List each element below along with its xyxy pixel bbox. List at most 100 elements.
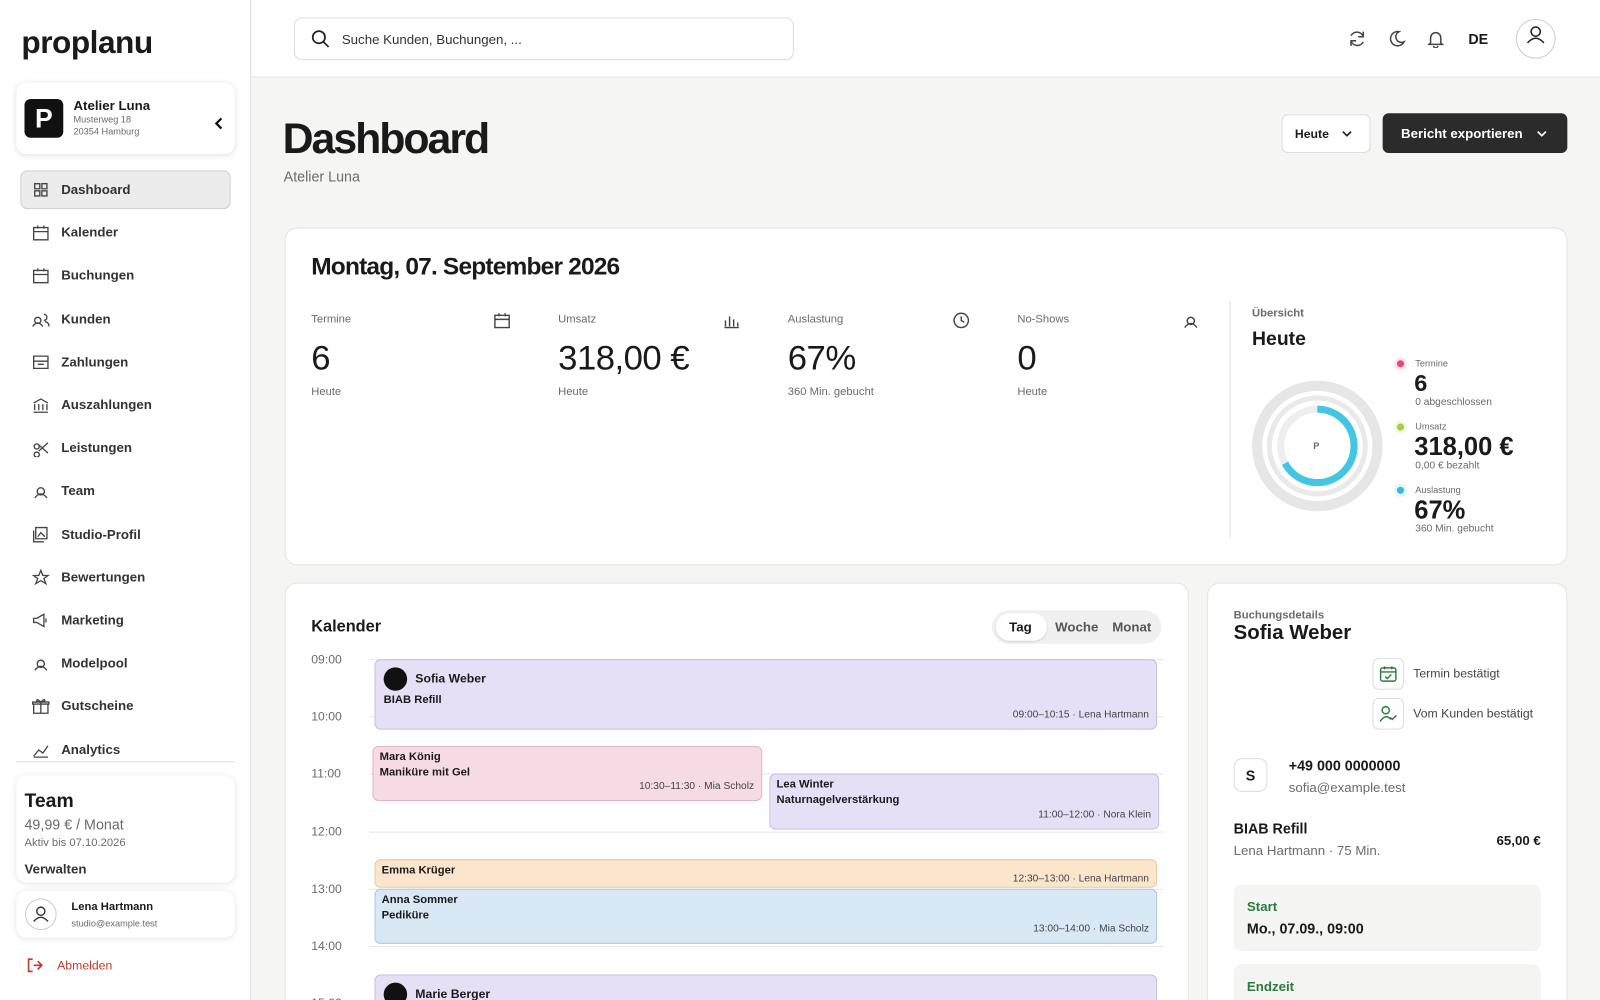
nav-item[interactable]: Analytics (61, 741, 121, 757)
user-avatar (24, 898, 57, 931)
calendar-event[interactable]: Anna Sommer Pediküre 13:00–14:00 · Mia Sch… (374, 888, 1158, 944)
nav-item[interactable]: Bewertungen (61, 569, 146, 585)
overview-item-label: Umsatz (1415, 421, 1447, 432)
hour-label: 09:00 (311, 652, 342, 667)
language[interactable]: DE (1468, 30, 1489, 47)
stat-value: 67% (787, 338, 856, 378)
view-tab[interactable]: Tag (1009, 619, 1032, 635)
chevron (1537, 131, 1547, 137)
plan-manage[interactable]: Verwalten (24, 861, 87, 877)
event-name: Anna Sommer (381, 893, 458, 907)
donut-center: P (1313, 440, 1320, 452)
client-email[interactable]: sofia@example.test (1288, 779, 1406, 795)
event-avatar (383, 982, 408, 1000)
booking-name: Sofia Weber (1233, 621, 1352, 644)
calendar-clip: 09:00 10:00 11:00 12:00 13:00 14:00 15:00 Sofia… (286, 643, 1188, 1000)
brand-logo[interactable]: proplanu (21, 24, 153, 61)
nav-icon (33, 526, 48, 543)
refresh-icon[interactable] (1348, 30, 1366, 48)
profile-avatar[interactable] (1515, 18, 1556, 59)
event-avatar (383, 667, 408, 691)
export-button[interactable] (1382, 113, 1568, 154)
end-label: Endzeit (1246, 978, 1295, 994)
studio-street: Musterweg 18 (73, 114, 132, 125)
nav-item[interactable]: Studio-Profil (61, 526, 141, 542)
view-tab[interactable]: Woche (1055, 619, 1099, 635)
collapse-icon[interactable] (213, 116, 225, 130)
nav-item[interactable]: Gutscheine (61, 698, 134, 714)
view-active (995, 613, 1047, 641)
client-phone[interactable]: +49 000 0000000 (1288, 757, 1401, 774)
stat-icon (953, 312, 970, 329)
stat-value: 6 (311, 338, 331, 378)
theme-icon[interactable] (1388, 30, 1406, 48)
overview-donut (1252, 380, 1383, 512)
nav-item[interactable]: Team (61, 483, 95, 499)
nav-icon (32, 313, 50, 327)
page-subtitle: Atelier Luna (283, 168, 360, 185)
client-initial: S (1233, 758, 1268, 792)
stat-note: Heute (311, 385, 342, 398)
calendar-event[interactable]: Marie Berger (374, 974, 1158, 1000)
start-box (1233, 884, 1541, 952)
event-service: Naturnagelverstärkung (776, 793, 900, 807)
search-icon (311, 30, 330, 48)
nav-item[interactable]: Kalender (61, 224, 118, 240)
nav-item[interactable]: Marketing (61, 612, 124, 628)
overview-item-note: 0 abgeschlossen (1415, 396, 1492, 409)
plan-valid: Aktiv bis 07.10.2026 (24, 836, 126, 849)
nav-icon (31, 699, 50, 715)
nav-active (20, 170, 231, 210)
nav-icon (33, 613, 47, 628)
stat-value: 0 (1017, 338, 1037, 378)
stat-label: No-Shows (1017, 313, 1070, 326)
event-meta: 12:30–13:00 · Lena Hartmann (1012, 873, 1149, 885)
event-name: Marie Berger (415, 986, 491, 1000)
search-box[interactable] (293, 17, 794, 61)
nav-icon (33, 225, 49, 241)
nav-icon (34, 183, 48, 197)
chevron (1342, 131, 1352, 137)
hour-line (369, 945, 1164, 947)
overview-item-label: Termine (1415, 358, 1448, 369)
legend-dot (1396, 423, 1405, 431)
hour-label: 11:00 (311, 766, 341, 782)
event-meta: 11:00–12:00 · Nora Klein (1038, 809, 1152, 821)
user-check-icon (1379, 705, 1397, 722)
nav-item[interactable]: Leistungen (61, 439, 132, 456)
hour-label: 12:00 (311, 824, 342, 839)
nav-item[interactable]: Modelpool (61, 655, 128, 671)
nav-item[interactable]: Zahlungen (61, 353, 129, 370)
studio-name: Atelier Luna (73, 97, 151, 114)
event-service: BIAB Refill (383, 693, 442, 707)
overview-item-value: 67% (1414, 495, 1466, 525)
logout[interactable]: Abmelden (57, 958, 113, 973)
nav-icon (33, 745, 49, 758)
stat-label: Umsatz (558, 313, 597, 326)
calendar-event[interactable]: Mara König Maniküre mit Gel 10:30–11:30 · … (372, 745, 763, 802)
stat-icon (494, 313, 510, 329)
calendar-event[interactable]: Emma Krüger 12:30–13:00 · Lena Hartmann (374, 859, 1158, 888)
booking-label: Buchungsdetails (1233, 609, 1325, 622)
view-tab[interactable]: Monat (1112, 619, 1152, 635)
divider (1229, 301, 1231, 538)
search-placeholder: Suche Kunden, Buchungen, ... (341, 31, 522, 47)
nav-item[interactable]: Kunden (61, 310, 111, 327)
stat-value: 318,00 € (558, 338, 690, 378)
stat-icon (1184, 316, 1198, 328)
studio-city: 20354 Hamburg (73, 126, 140, 137)
event-meta: 09:00–10:15 · Lena Hartmann (1012, 709, 1149, 721)
nav-item[interactable]: Buchungen (61, 267, 135, 284)
calendar-event[interactable]: Lea Winter Naturnagelverstärkung 11:00–12:… (769, 773, 1160, 830)
overview-title: Heute (1252, 328, 1306, 350)
calendar-title: Kalender (311, 618, 382, 636)
nav-item[interactable]: Dashboard (61, 181, 131, 197)
status-icon (1372, 697, 1405, 730)
event-service: Pediküre (381, 909, 430, 922)
period-select[interactable] (1281, 114, 1371, 154)
calendar-event[interactable]: Sofia Weber BIAB Refill 09:00–10:15 · Lena… (374, 659, 1158, 730)
nav-item[interactable]: Auszahlungen (61, 396, 152, 413)
notification-icon[interactable] (1427, 30, 1445, 48)
nav-icon (33, 398, 49, 413)
